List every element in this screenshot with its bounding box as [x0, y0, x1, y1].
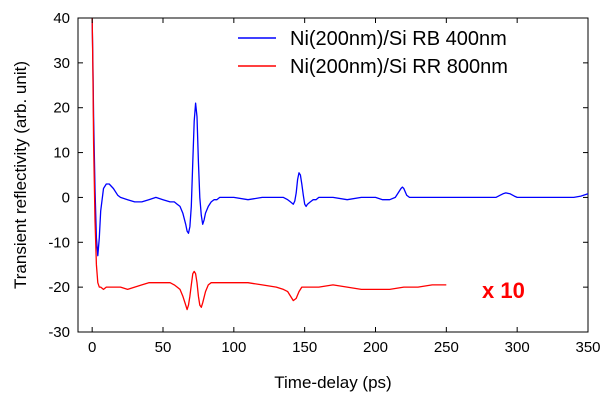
y-tick-label: 0 — [62, 189, 70, 206]
x-tick-label: 350 — [575, 339, 600, 356]
legend-label-series-2: Ni(200nm)/Si RR 800nm — [290, 56, 508, 78]
y-tick-label: -10 — [48, 234, 70, 251]
x-tick-label: 200 — [363, 339, 388, 356]
x-tick-label: 50 — [155, 339, 172, 356]
x-tick-label: 300 — [505, 339, 530, 356]
legend-label-series-1: Ni(200nm)/Si RB 400nm — [290, 28, 507, 50]
tick-layer: 0 50 100 150 200 250 300 350 -30 -20 -10 0 10 20 30 40 — [48, 10, 600, 356]
y-tick-label: -20 — [48, 279, 70, 296]
x-tick-label: 100 — [221, 339, 246, 356]
y-tick-label: 40 — [53, 10, 70, 27]
x-tick-label: 0 — [88, 339, 96, 356]
series-line-1 — [91, 22, 589, 257]
x-tick-label: 150 — [292, 339, 317, 356]
y-tick-label: -30 — [48, 324, 70, 341]
scale-annotation: x 10 — [482, 278, 525, 303]
legend: Ni(200nm)/Si RB 400nm Ni(200nm)/Si RR 80… — [238, 28, 508, 78]
y-tick-label: 20 — [53, 100, 70, 117]
series-layer — [91, 17, 589, 311]
series-line-2 — [91, 17, 447, 311]
y-tick-label: 30 — [53, 55, 70, 72]
x-axis-label: Time-delay (ps) — [274, 373, 391, 392]
x-tick-label: 250 — [434, 339, 459, 356]
y-tick-label: 10 — [53, 145, 70, 162]
y-axis-label: Transient reflectivity (arb. unit) — [11, 61, 30, 289]
plot-frame — [77, 17, 589, 333]
